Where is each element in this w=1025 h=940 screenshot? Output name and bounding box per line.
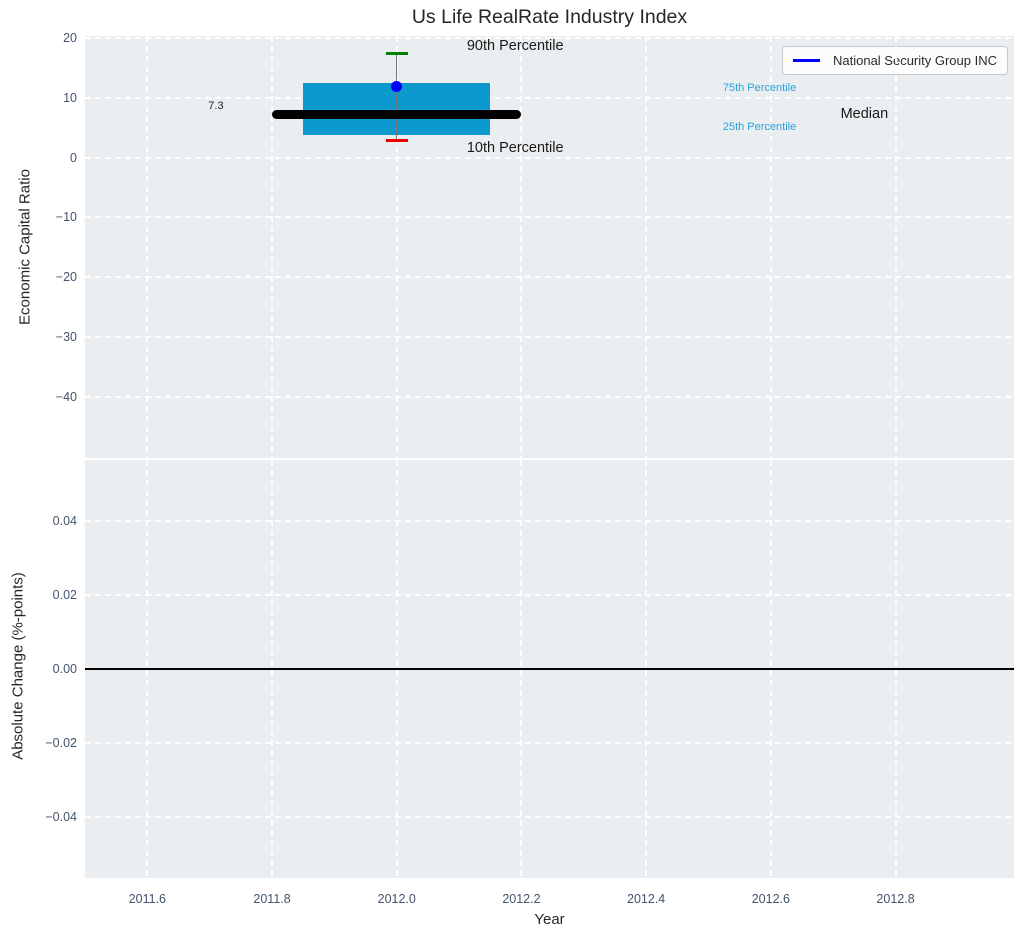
- company-marker: [391, 81, 403, 93]
- y-gridline: [85, 37, 1014, 40]
- x-tick-label: 2012.2: [502, 892, 541, 906]
- median-line: [272, 109, 522, 119]
- legend-label: National Security Group INC: [832, 53, 997, 68]
- annotation-10th-percentile: 10th Percentile: [466, 140, 564, 157]
- chart-title: Us Life RealRate Industry Index: [411, 6, 688, 28]
- y-gridline: [85, 519, 1014, 522]
- y-axis-label-top: Economic Capital Ratio: [16, 169, 34, 325]
- annotation-75th-percentile: 75th Percentile: [722, 81, 797, 94]
- x-tick-label: 2012.6: [751, 892, 790, 906]
- y-tick-label: 0: [70, 150, 77, 165]
- y-tick-label: 0.04: [52, 513, 77, 528]
- y-gridline: [85, 816, 1014, 819]
- y-gridline: [85, 395, 1014, 398]
- y-tick-label: −0.04: [45, 810, 77, 825]
- y-gridline: [85, 742, 1014, 745]
- y-tick-label: −20: [55, 270, 77, 285]
- p90-cap: [385, 51, 408, 55]
- bottom-subplot: [85, 460, 1014, 878]
- y-tick-label: 0.00: [52, 662, 77, 676]
- y-gridline: [85, 216, 1014, 219]
- x-tick-label: 2012.0: [377, 892, 416, 906]
- p10-cap: [385, 138, 408, 142]
- legend-line-swatch: [792, 59, 820, 62]
- x-gridline: [395, 36, 398, 458]
- y-gridline: [85, 156, 1014, 159]
- y-tick-label: −0.02: [45, 736, 77, 751]
- annotation-7-3: 7.3: [208, 99, 224, 112]
- y-gridline: [85, 276, 1014, 279]
- y-tick-label: 10: [63, 91, 77, 106]
- whisker-line: [395, 53, 398, 141]
- y-tick-label: −30: [55, 329, 77, 344]
- annotation-25th-percentile: 25th Percentile: [722, 120, 797, 133]
- y-gridline: [85, 97, 1014, 100]
- x-gridline: [146, 36, 149, 458]
- y-tick-label: −10: [55, 210, 77, 225]
- x-gridline: [769, 36, 772, 458]
- x-tick-label: 2011.6: [128, 892, 166, 906]
- y-tick-label: −40: [55, 389, 77, 404]
- x-gridline: [520, 36, 523, 458]
- x-gridline: [271, 36, 274, 458]
- annotation-median: Median: [840, 106, 889, 123]
- x-gridline: [894, 36, 897, 458]
- top-subplot: National Security Group INC: [85, 36, 1014, 458]
- x-axis-label: Year: [534, 911, 565, 928]
- x-gridline: [645, 36, 648, 458]
- x-tick-label: 2011.8: [253, 892, 291, 906]
- annotation-90th-percentile: 90th Percentile: [466, 38, 564, 55]
- x-tick-label: 2012.4: [627, 892, 666, 906]
- y-gridline: [85, 593, 1014, 596]
- y-tick-label: 0.02: [52, 587, 77, 602]
- x-tick-label: 2012.8: [876, 892, 915, 906]
- y-tick-label: 20: [63, 31, 77, 46]
- zero-line: [85, 668, 1014, 670]
- y-gridline: [85, 335, 1014, 338]
